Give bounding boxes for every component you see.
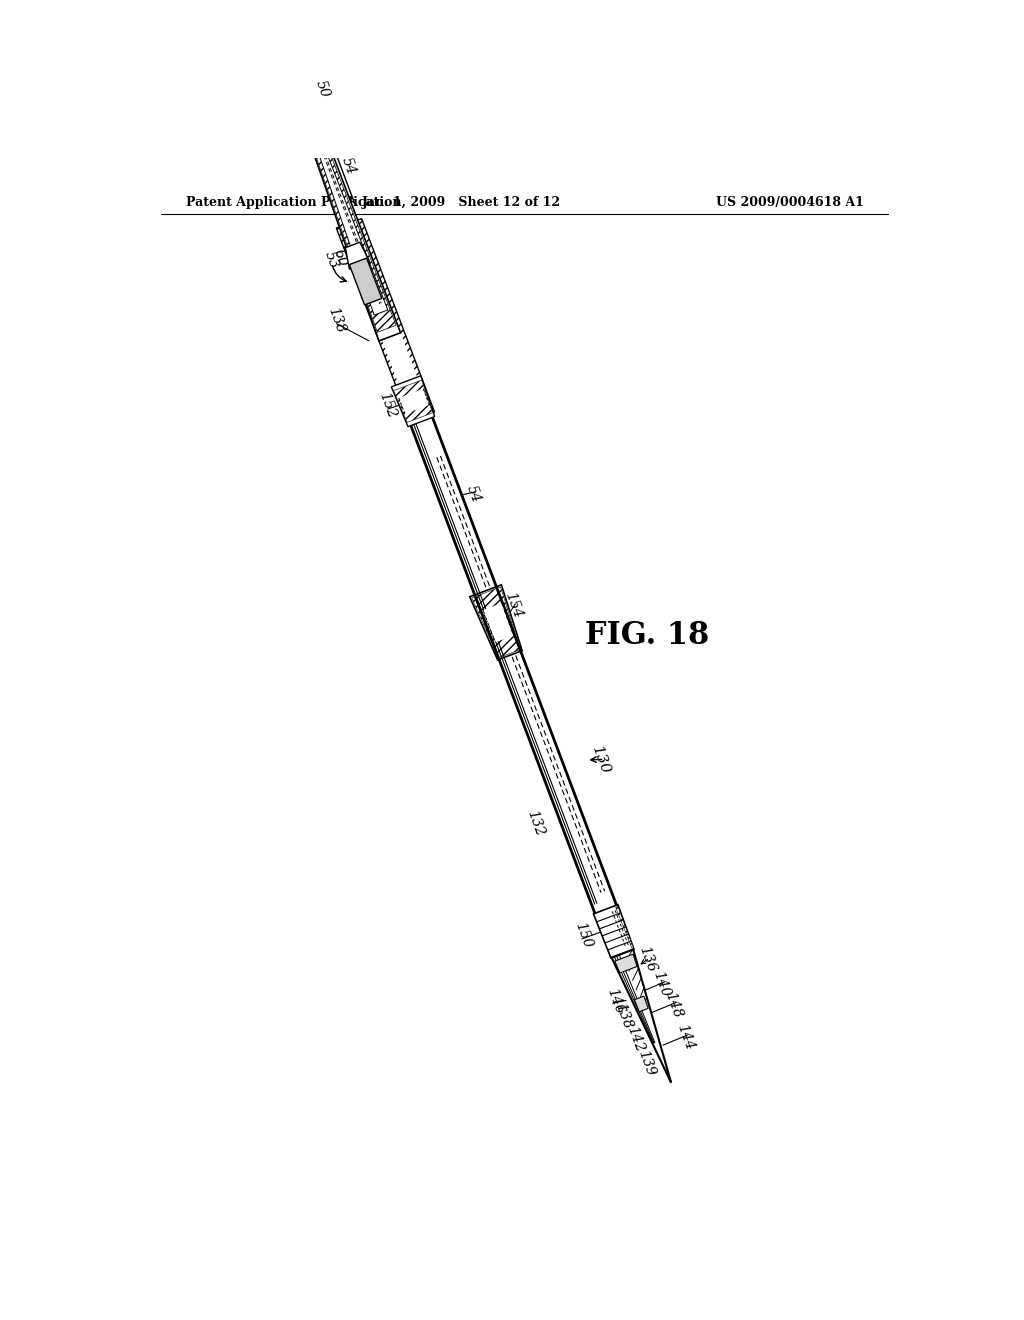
Polygon shape (615, 907, 633, 948)
Text: FIG. 18: FIG. 18 (585, 620, 709, 651)
Text: 142: 142 (624, 1024, 646, 1055)
Text: Jan. 1, 2009   Sheet 12 of 12: Jan. 1, 2009 Sheet 12 of 12 (362, 195, 561, 209)
Polygon shape (611, 949, 671, 1082)
Text: 144: 144 (674, 1023, 696, 1052)
Polygon shape (635, 997, 648, 1011)
Polygon shape (594, 904, 634, 958)
Text: 152: 152 (377, 391, 399, 420)
Polygon shape (391, 376, 434, 426)
Polygon shape (614, 954, 637, 973)
Text: 138: 138 (326, 305, 347, 335)
Polygon shape (345, 243, 370, 269)
Polygon shape (282, 45, 388, 315)
Text: 136: 136 (636, 945, 658, 974)
Polygon shape (349, 259, 382, 305)
Text: 130: 130 (589, 744, 612, 777)
Text: 132: 132 (524, 809, 547, 838)
Polygon shape (407, 405, 629, 945)
Text: 60: 60 (331, 247, 349, 269)
Text: 50: 50 (312, 78, 332, 99)
Polygon shape (342, 228, 428, 412)
Text: 139: 139 (635, 1048, 657, 1077)
Text: 148: 148 (663, 990, 685, 1020)
Text: 138: 138 (612, 1002, 634, 1031)
Polygon shape (275, 36, 396, 333)
Text: 54: 54 (464, 483, 483, 506)
Polygon shape (483, 603, 512, 642)
Polygon shape (336, 219, 434, 421)
Text: 53: 53 (322, 249, 341, 271)
Text: US 2009/0004618 A1: US 2009/0004618 A1 (716, 195, 863, 209)
Polygon shape (398, 388, 429, 413)
Text: 146: 146 (604, 986, 626, 1016)
Polygon shape (470, 585, 522, 660)
Polygon shape (472, 587, 520, 657)
Text: 150: 150 (572, 920, 595, 950)
Text: 140: 140 (650, 970, 673, 999)
Polygon shape (393, 380, 432, 422)
Polygon shape (271, 28, 400, 341)
Text: 54: 54 (339, 156, 357, 177)
Text: Patent Application Publication: Patent Application Publication (186, 195, 401, 209)
Text: 154: 154 (503, 590, 525, 620)
